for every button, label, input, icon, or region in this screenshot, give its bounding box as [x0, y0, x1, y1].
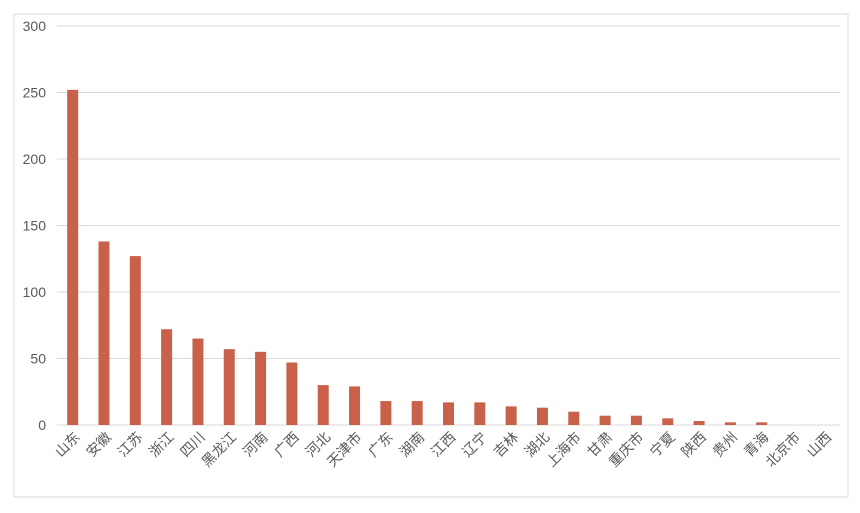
y-tick-label: 100: [23, 284, 47, 300]
bar: [286, 362, 298, 425]
bar: [411, 401, 423, 425]
bar: [568, 411, 580, 425]
y-tick-label: 200: [23, 151, 47, 167]
bar: [599, 415, 611, 425]
bar: [161, 329, 173, 425]
bar: [443, 402, 454, 425]
bar: [192, 338, 204, 425]
bar: [255, 351, 267, 425]
bar: [756, 422, 768, 425]
bar: [724, 422, 736, 425]
bar: [129, 256, 141, 425]
y-tick-label: 50: [30, 351, 46, 367]
bar: [98, 241, 110, 425]
bar: [223, 349, 235, 425]
y-tick-label: 300: [23, 18, 47, 34]
bar: [505, 406, 517, 425]
bar: [380, 401, 392, 425]
bar: [536, 407, 548, 425]
chart-border: [13, 13, 849, 498]
bar: [474, 402, 486, 425]
bar: [662, 418, 674, 425]
y-tick-label: 250: [23, 85, 47, 101]
bar: [317, 385, 329, 425]
bar: [349, 386, 361, 425]
bar: [693, 421, 705, 425]
bar: [630, 415, 642, 425]
y-tick-label: 0: [38, 417, 46, 433]
y-tick-label: 150: [23, 218, 47, 234]
bar: [67, 89, 79, 425]
